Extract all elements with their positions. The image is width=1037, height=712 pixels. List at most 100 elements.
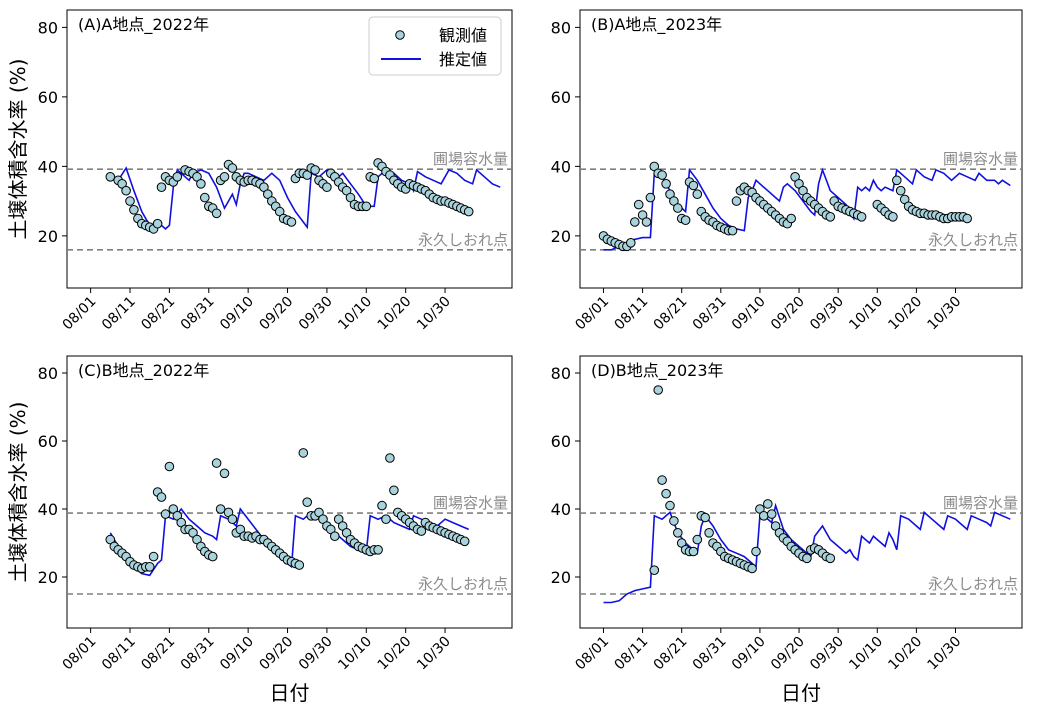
observed-point xyxy=(227,163,238,173)
x-tick-label: 10/20 xyxy=(375,634,415,674)
observed-point xyxy=(661,179,671,189)
observed-point xyxy=(385,453,395,463)
observed-point xyxy=(310,165,320,175)
observed-point xyxy=(160,509,171,519)
observed-point xyxy=(759,511,769,521)
x-tick-label: 10/10 xyxy=(846,634,886,674)
observed-point xyxy=(673,528,683,538)
observed-point xyxy=(727,225,738,236)
observed-point xyxy=(766,509,777,519)
x-tick-label: 08/21 xyxy=(138,634,178,674)
x-tick-label: 08/31 xyxy=(178,294,218,334)
observed-point xyxy=(211,458,222,468)
y-axis-label: 土壌体積含水率 (%) xyxy=(6,402,30,583)
observed-point xyxy=(298,448,309,458)
observed-point xyxy=(661,488,671,499)
observed-point xyxy=(665,500,675,511)
x-tick-label: 10/20 xyxy=(885,634,925,674)
observed-point xyxy=(148,551,159,562)
chart-panel-2: 20 40 60 80 08/01 08/11 08/21 08/31 09/10 09/20 09… xyxy=(551,9,1023,334)
observed-point xyxy=(731,196,742,206)
wilting-point-label: 永久しおれ点 xyxy=(928,231,1018,249)
field-capacity-label: 圃場容水量 xyxy=(943,494,1018,512)
estimated-series-line xyxy=(109,166,501,230)
observed-point xyxy=(389,485,399,496)
observed-point xyxy=(704,528,714,538)
observed-point xyxy=(294,560,305,570)
observed-point xyxy=(377,500,387,511)
field-capacity-label: 圃場容水量 xyxy=(943,150,1018,168)
x-tick-label: 10/10 xyxy=(335,294,375,334)
x-tick-label: 09/20 xyxy=(768,634,808,674)
plot-frame xyxy=(66,9,513,289)
observed-point xyxy=(692,189,703,199)
observed-point xyxy=(302,497,313,508)
y-tick-label: 60 xyxy=(551,432,571,451)
y-tick-label: 80 xyxy=(551,18,571,37)
observed-point xyxy=(172,172,183,182)
observed-point xyxy=(227,514,238,525)
observed-point xyxy=(459,536,470,547)
observed-point xyxy=(144,562,155,572)
observed-point xyxy=(105,172,116,182)
y-tick-label: 80 xyxy=(551,364,571,383)
observed-point xyxy=(669,516,679,526)
observed-point xyxy=(369,173,380,184)
legend-label-estimated: 推定値 xyxy=(439,50,487,69)
observed-point xyxy=(215,504,226,514)
observed-point xyxy=(626,238,636,248)
y-tick-label: 60 xyxy=(38,432,58,451)
y-tick-label: 20 xyxy=(551,568,571,587)
x-tick-label: 10/20 xyxy=(375,294,415,334)
observed-point xyxy=(156,492,167,502)
y-tick-label: 80 xyxy=(38,364,58,383)
plot-frame xyxy=(66,355,513,629)
observed-point xyxy=(856,212,867,222)
observed-point xyxy=(657,170,667,180)
x-tick-label: 10/30 xyxy=(924,294,964,334)
x-tick-label: 08/21 xyxy=(651,634,691,674)
observed-point xyxy=(121,185,131,196)
x-axis-label: 日付 xyxy=(270,681,310,705)
y-tick-label: 20 xyxy=(38,568,58,587)
x-tick-label: 09/10 xyxy=(217,634,257,674)
x-tick-label: 10/30 xyxy=(414,294,454,334)
observed-point xyxy=(345,192,356,203)
x-tick-label: 10/20 xyxy=(885,294,925,334)
field-capacity-label: 圃場容水量 xyxy=(433,494,508,512)
observed-point xyxy=(164,461,175,472)
plot-frame xyxy=(579,355,1023,629)
wilting-point-label: 永久しおれ点 xyxy=(928,575,1018,593)
observed-point xyxy=(125,196,135,206)
y-tick-label: 40 xyxy=(38,500,58,519)
observed-point xyxy=(751,546,761,557)
observed-point xyxy=(825,212,836,222)
x-tick-label: 08/11 xyxy=(99,294,139,334)
observed-point xyxy=(196,179,206,189)
x-tick-label: 08/31 xyxy=(690,634,730,674)
x-tick-label: 08/01 xyxy=(60,634,100,674)
panel-title: (C)B地点_2022年 xyxy=(78,361,209,381)
observed-point xyxy=(653,385,664,395)
x-tick-label: 08/21 xyxy=(651,294,691,334)
x-tick-label: 09/10 xyxy=(217,294,257,334)
x-tick-label: 08/11 xyxy=(612,294,652,334)
x-tick-label: 08/31 xyxy=(178,634,218,674)
observed-point xyxy=(207,551,218,562)
panel-title: (D)B地点_2023年 xyxy=(591,361,724,381)
x-tick-label: 08/01 xyxy=(60,294,100,334)
observed-point xyxy=(962,213,973,224)
y-tick-label: 20 xyxy=(551,227,571,246)
x-tick-label: 08/31 xyxy=(690,294,730,334)
legend-marker-observed xyxy=(395,30,405,40)
plot-frame xyxy=(579,9,1023,289)
y-tick-label: 60 xyxy=(38,88,58,107)
x-tick-label: 08/11 xyxy=(99,634,139,674)
observed-point xyxy=(649,565,660,576)
observed-point xyxy=(673,203,683,213)
observed-point xyxy=(463,206,474,217)
x-tick-label: 09/20 xyxy=(257,294,297,334)
x-tick-label: 08/11 xyxy=(612,634,652,674)
